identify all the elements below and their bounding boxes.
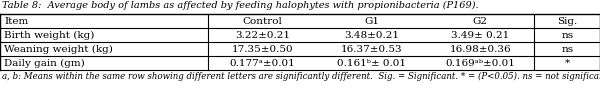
Text: 0.169ᵃᵇ±0.01: 0.169ᵃᵇ±0.01 [445,59,515,68]
Text: Sig.: Sig. [557,16,577,25]
Text: 16.98±0.36: 16.98±0.36 [449,45,511,54]
Text: Daily gain (gm): Daily gain (gm) [4,58,85,68]
Text: *: * [565,59,570,68]
Text: Birth weight (kg): Birth weight (kg) [4,30,94,40]
Text: 16.37±0.53: 16.37±0.53 [341,45,402,54]
Text: 0.177ᵃ±0.01: 0.177ᵃ±0.01 [230,59,296,68]
Text: Control: Control [243,16,283,25]
Text: Item: Item [4,16,28,25]
Text: G2: G2 [473,16,488,25]
Text: 17.35±0.50: 17.35±0.50 [232,45,293,54]
Text: 3.49± 0.21: 3.49± 0.21 [451,31,509,39]
Text: ns: ns [561,31,574,39]
Text: 0.161ᵇ± 0.01: 0.161ᵇ± 0.01 [337,59,406,68]
Text: a, b: Means within the same row showing different letters are significantly diff: a, b: Means within the same row showing … [2,72,600,81]
Text: G1: G1 [364,16,379,25]
Text: 3.48±0.21: 3.48±0.21 [344,31,399,39]
Text: Table 8:  Average body of lambs as affected by feeding halophytes with propionib: Table 8: Average body of lambs as affect… [2,1,479,10]
Text: 3.22±0.21: 3.22±0.21 [235,31,290,39]
Text: ns: ns [561,45,574,54]
Text: Weaning weight (kg): Weaning weight (kg) [4,44,113,54]
